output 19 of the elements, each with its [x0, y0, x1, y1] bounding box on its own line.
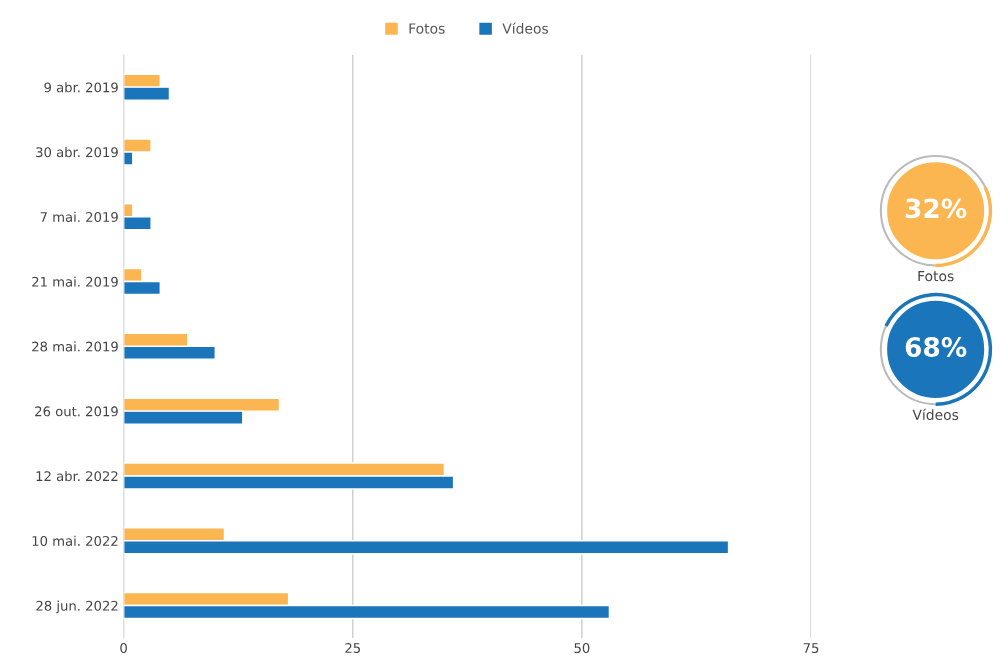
- y-tick-label: 12 abr. 2022: [36, 470, 118, 482]
- y-tick-label: 7 mai. 2019: [40, 211, 118, 222]
- y-tick-label: 30 abr. 2019: [36, 146, 118, 158]
- legend-label: Vídeos: [502, 22, 549, 34]
- category-label: Vídeos: [912, 408, 959, 420]
- x-tick-label: 50: [574, 643, 590, 654]
- y-tick-label: 28 mai. 2019: [32, 341, 118, 352]
- data-label: 32%: [905, 198, 967, 219]
- x-tick-label: 25: [345, 643, 360, 654]
- x-tick-label: 75: [803, 643, 819, 654]
- y-tick-label: 28 jun. 2022: [36, 600, 118, 614]
- x-tick-label: 0: [120, 643, 127, 654]
- data-label: 68%: [905, 337, 967, 358]
- y-tick-label: 9 abr. 2019: [44, 82, 118, 93]
- legend-label: Fotos: [409, 23, 445, 34]
- y-tick-label: 21 mai. 2019: [32, 276, 118, 287]
- y-tick-label: 10 mai. 2022: [32, 535, 118, 546]
- category-label: Fotos: [918, 270, 954, 282]
- y-tick-label: 26 out. 2019: [35, 406, 118, 417]
